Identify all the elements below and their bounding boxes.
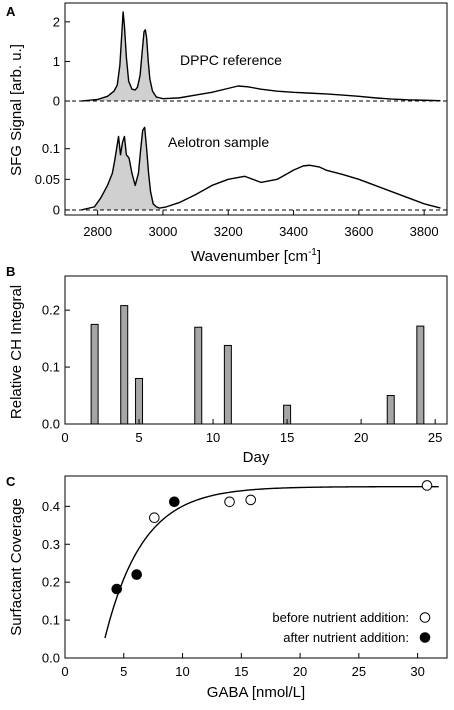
bar (223, 344, 232, 425)
panel-c-x-axis-label: GABA [nmol/L] (207, 684, 305, 701)
legend: before nutrient addition: after nutrient… (272, 610, 431, 645)
y-tick-label: 0.1 (42, 360, 60, 375)
x-tick-label: 3600 (344, 224, 373, 239)
x-tick-label: 3400 (279, 224, 308, 239)
panel-b-frame (64, 275, 448, 425)
y-tick-label: 0.2 (42, 303, 60, 318)
y-tick-label-dppc: 2 (53, 14, 60, 29)
panel-b-y-axis-label: Relative CH Integral (8, 285, 25, 419)
panel-a-frame (64, 2, 448, 216)
bar (416, 325, 425, 425)
point-after-nutrient (131, 569, 142, 580)
bar (120, 305, 129, 425)
fit-curve (104, 485, 439, 639)
y-tick-label-aelotron: 0.1 (42, 141, 60, 156)
y-tick-label-aelotron: 0 (53, 202, 60, 217)
bar (386, 395, 395, 425)
series-label-aelotron: Aelotron sample (168, 134, 269, 150)
panel-a-y-axis-label: SFG Signal [arb. u.] (8, 44, 25, 176)
panel-a-label: A (6, 4, 16, 19)
shaded-areas (94, 11, 160, 210)
legend-marker-after (419, 632, 431, 643)
y-tick-label-aelotron: 0.05 (35, 172, 60, 187)
x-tick-label: 20 (293, 664, 307, 679)
point-before-nutrient (245, 494, 257, 506)
panel-c-label: C (6, 474, 16, 489)
point-before-nutrient (224, 496, 235, 508)
point-before-nutrient (149, 512, 160, 524)
y-tick-label: 0.2 (42, 575, 60, 590)
bar (135, 377, 144, 425)
x-tick-label: 10 (206, 430, 220, 445)
x-tick-label: 15 (280, 430, 294, 445)
panel-b-label: B (6, 264, 15, 279)
panel-a-x-axis-label: Wavenumber [cm-1] (191, 247, 321, 265)
x-tick-label: 0 (61, 430, 68, 445)
legend-marker-before (419, 612, 431, 623)
x-tick-label: 20 (354, 430, 368, 445)
x-tick-label: 5 (120, 664, 127, 679)
panel-b-ticks: 0.0 0.1 0.2 0 5 10 15 20 25 (42, 303, 442, 445)
bars (90, 305, 425, 425)
y-tick-label: 0.0 (42, 651, 60, 666)
x-tick-label: 0 (61, 664, 68, 679)
spectrum-line-dppc (81, 11, 441, 102)
panel-b: B 0.0 0.1 0.2 0 5 10 15 20 25 Day Relative CH In… (6, 264, 448, 466)
point-after-nutrient (169, 496, 180, 508)
panel-c-y-axis-label: Surfactant Coverage (8, 498, 25, 636)
y-tick-label-dppc: 0 (53, 94, 60, 109)
x-tick-label: 10 (175, 664, 189, 679)
y-tick-label: 0.3 (42, 537, 60, 552)
series-label-dppc: DPPC reference (180, 52, 282, 68)
y-tick-label-dppc: 1 (53, 54, 60, 69)
x-tick-label: 2800 (83, 224, 112, 239)
bar (90, 323, 99, 425)
x-tick-label: 3800 (410, 224, 439, 239)
x-tick-label: 3000 (148, 224, 177, 239)
legend-label-before: before nutrient addition: (272, 610, 409, 625)
shaded-area-dppc (94, 11, 160, 102)
x-tick-label: 30 (410, 664, 424, 679)
point-before-nutrient (421, 480, 433, 491)
spectrum-line-aelotron (81, 126, 441, 211)
bar (194, 326, 203, 425)
panel-c-ticks: 0.0 0.1 0.2 0.3 0.4 0 5 10 15 20 25 30 (42, 499, 425, 679)
x-tick-label: 25 (352, 664, 366, 679)
x-tick-label: 25 (428, 430, 442, 445)
point-after-nutrient (111, 583, 123, 595)
x-tick-label: 15 (234, 664, 248, 679)
x-tick-label: 5 (135, 430, 142, 445)
data-points (111, 480, 433, 595)
legend-label-after: after nutrient addition: (283, 630, 409, 645)
panel-c-frame (64, 475, 448, 659)
y-tick-label: 0.1 (42, 613, 60, 628)
panel-a: A 0 1 2 0 0.05 0.1 2800 3000 3200 3400 3600 3800 DP… (6, 2, 448, 265)
fit-line (104, 485, 439, 639)
panel-a-ticks: 0 1 2 0 0.05 0.1 2800 3000 3200 3400 3600 3800 (35, 14, 439, 239)
panel-b-x-axis-label: Day (243, 449, 270, 466)
panel-c: C 0.0 0.1 0.2 0.3 0.4 0 5 10 15 20 25 30 before nut… (6, 474, 448, 701)
y-tick-label: 0.0 (42, 417, 60, 432)
x-tick-label: 3200 (214, 224, 243, 239)
spectra-lines (65, 11, 447, 211)
shaded-area-aelotron (94, 127, 160, 210)
y-tick-label: 0.4 (42, 499, 60, 514)
